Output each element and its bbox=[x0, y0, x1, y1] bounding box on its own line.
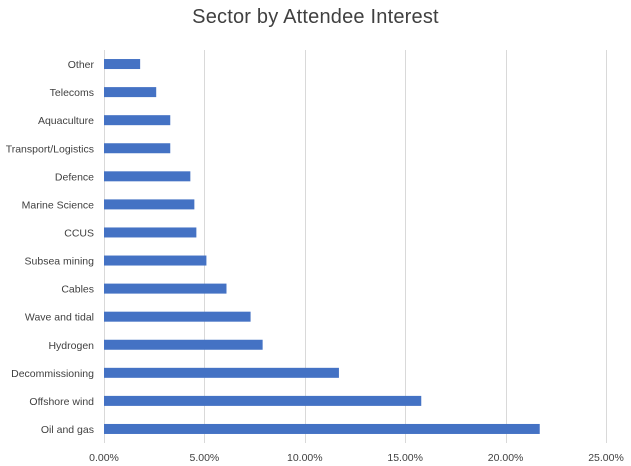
category-label: Aquaculture bbox=[38, 115, 94, 127]
bar bbox=[104, 115, 171, 126]
bar bbox=[104, 199, 195, 210]
x-tick-label: 20.00% bbox=[488, 452, 524, 464]
bar bbox=[104, 255, 207, 266]
category-label: Subsea mining bbox=[25, 256, 95, 268]
category-label: Oil and gas bbox=[41, 424, 94, 436]
x-tick-label: 5.00% bbox=[190, 452, 220, 464]
category-label: Marine Science bbox=[22, 199, 95, 211]
category-label: Transport/Logistics bbox=[6, 143, 94, 155]
category-label: Hydrogen bbox=[48, 340, 94, 352]
category-label: Other bbox=[68, 59, 95, 71]
bar bbox=[104, 227, 197, 238]
bar bbox=[104, 87, 157, 98]
bar bbox=[104, 395, 422, 406]
x-tick-label: 15.00% bbox=[387, 452, 423, 464]
bar bbox=[104, 423, 540, 434]
bar bbox=[104, 171, 191, 182]
category-label: Offshore wind bbox=[29, 396, 94, 408]
category-label: Telecoms bbox=[50, 87, 94, 99]
chart-title: Sector by Attendee Interest bbox=[192, 6, 439, 28]
category-label: Decommissioning bbox=[11, 368, 94, 380]
x-tick-label: 10.00% bbox=[287, 452, 323, 464]
x-tick-label: 25.00% bbox=[588, 452, 624, 464]
bar bbox=[104, 283, 227, 294]
bar bbox=[104, 59, 141, 70]
bar bbox=[104, 339, 263, 350]
category-label: Defence bbox=[55, 171, 94, 183]
category-label: CCUS bbox=[64, 227, 94, 239]
bar bbox=[104, 143, 171, 154]
category-label: Cables bbox=[61, 284, 94, 296]
bar bbox=[104, 367, 339, 378]
bar bbox=[104, 311, 251, 322]
x-tick-label: 0.00% bbox=[89, 452, 119, 464]
category-label: Wave and tidal bbox=[25, 312, 94, 324]
